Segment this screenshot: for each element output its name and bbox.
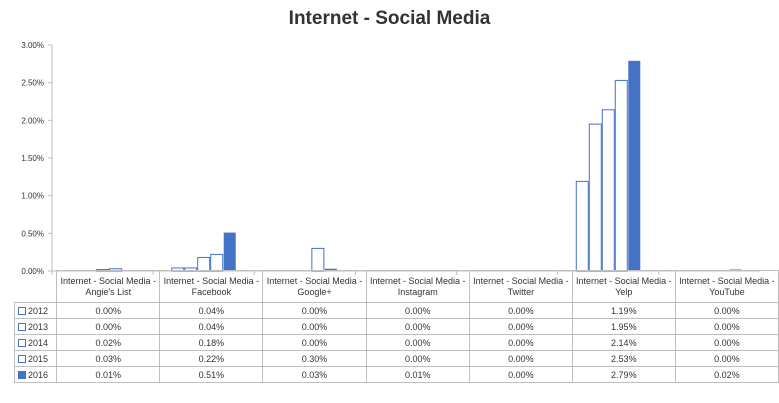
data-label: 0.00%	[468, 350, 573, 367]
data-label: 0.00%	[262, 318, 367, 335]
table-row: 2013 0.00% 0.04% 0.00% 0.00% 0.00% 1.95% 0.00%	[13, 318, 779, 335]
category-label: Internet - Social Media - Yelp	[571, 270, 676, 303]
data-label: 0.00%	[365, 350, 470, 367]
data-label: 2.53%	[571, 350, 676, 367]
data-label: 0.04%	[159, 302, 264, 319]
data-label: 0.02%	[674, 366, 779, 383]
legend-swatch	[18, 323, 26, 332]
bar-2012-6	[575, 180, 589, 272]
data-label: 0.02%	[56, 334, 161, 351]
data-label: 0.00%	[468, 318, 573, 335]
series-name: 2012	[28, 305, 49, 316]
bar-2013-6	[588, 123, 602, 272]
data-label: 2.14%	[571, 334, 676, 351]
bar-2015-6	[614, 79, 628, 272]
legend-entry: 2016	[13, 366, 58, 383]
data-label: 0.04%	[159, 318, 264, 335]
data-label: 0.18%	[159, 334, 264, 351]
legend-entry: 2015	[13, 350, 58, 367]
legend-swatch	[18, 355, 26, 364]
legend-swatch	[18, 307, 26, 316]
data-label: 0.01%	[365, 366, 470, 383]
data-label: 0.00%	[468, 334, 573, 351]
data-label: 0.03%	[56, 350, 161, 367]
legend-entry: 2014	[13, 334, 58, 351]
data-label: 0.00%	[56, 318, 161, 335]
data-label: 1.95%	[571, 318, 676, 335]
series-name: 2013	[28, 321, 49, 332]
y-tick-label: 1.00%	[21, 192, 44, 201]
legend-swatch	[18, 371, 26, 380]
bar-2016-2	[223, 232, 236, 271]
table-row: 2015 0.03% 0.22% 0.30% 0.00% 0.00% 2.53% 0.00%	[13, 350, 779, 367]
data-label: 0.00%	[56, 302, 161, 319]
category-label: Internet - Social Media - Angie's List	[56, 270, 161, 303]
data-label: 0.00%	[468, 366, 573, 383]
bar-chart-plot: 0.00%0.50%1.00%1.50%2.00%2.50%3.00%	[21, 41, 760, 275]
data-label: 0.01%	[56, 366, 161, 383]
bar-2016-6	[628, 60, 641, 271]
y-tick-label: 1.50%	[21, 154, 44, 163]
bar-2014-2	[197, 256, 211, 272]
table-row: 2012 0.00% 0.04% 0.00% 0.00% 0.00% 1.19% 0.00%	[13, 302, 779, 319]
data-label: 2.79%	[571, 366, 676, 383]
y-tick-label: 2.50%	[21, 79, 44, 88]
category-label: Internet - Social Media - Google+	[262, 270, 367, 303]
data-table: Internet - Social Media - Angie's List In…	[13, 270, 779, 383]
data-label: 0.00%	[365, 302, 470, 319]
category-label: Internet - Social Media - Instagram	[365, 270, 470, 303]
data-label: 0.00%	[674, 350, 779, 367]
table-corner	[14, 270, 58, 303]
data-label: 0.00%	[674, 302, 779, 319]
data-label: 0.22%	[159, 350, 264, 367]
bar-2015-3	[311, 247, 325, 272]
series-name: 2015	[28, 353, 49, 364]
data-label: 0.00%	[674, 318, 779, 335]
data-label: 0.00%	[468, 302, 573, 319]
bar-2014-6	[601, 109, 615, 272]
y-tick-label: 3.00%	[21, 41, 44, 50]
category-label: Internet - Social Media - Facebook	[159, 270, 264, 303]
data-label: 0.00%	[262, 334, 367, 351]
data-label: 1.19%	[571, 302, 676, 319]
table-row: 2016 0.01% 0.51% 0.03% 0.01% 0.00% 2.79% 0.02%	[13, 366, 779, 383]
category-label: Internet - Social Media - Twitter	[468, 270, 573, 303]
data-label: 0.51%	[159, 366, 264, 383]
bar-2015-2	[210, 253, 224, 272]
data-label: 0.30%	[262, 350, 367, 367]
series-name: 2014	[28, 337, 49, 348]
data-label: 0.00%	[674, 334, 779, 351]
data-label: 0.00%	[365, 318, 470, 335]
y-tick-label: 2.00%	[21, 116, 44, 125]
legend-entry: 2013	[13, 318, 58, 335]
legend-swatch	[18, 339, 26, 348]
category-label: Internet - Social Media - YouTube	[674, 270, 779, 303]
chart-title: Internet - Social Media	[288, 8, 491, 29]
y-tick-label: 0.50%	[21, 229, 44, 238]
data-label: 0.03%	[262, 366, 367, 383]
data-label: 0.00%	[262, 302, 367, 319]
table-row: 2014 0.02% 0.18% 0.00% 0.00% 0.00% 2.14% 0.00%	[13, 334, 779, 351]
series-name: 2016	[28, 369, 49, 380]
legend-entry: 2012	[13, 302, 58, 319]
bar-2016-3	[324, 268, 337, 271]
data-label: 0.00%	[365, 334, 470, 351]
